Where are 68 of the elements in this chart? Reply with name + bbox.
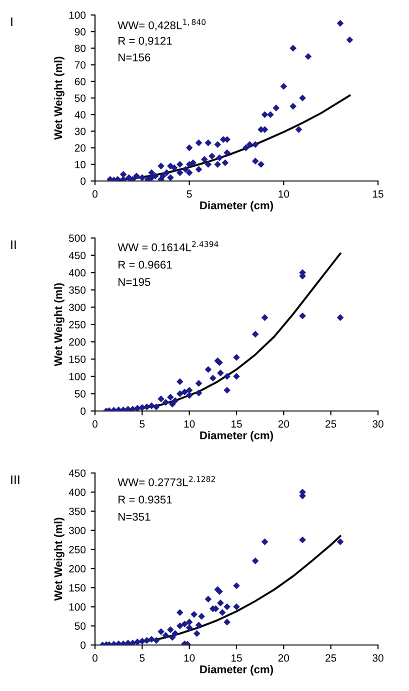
y-tick-label: 400: [68, 488, 86, 496]
y-tick-label: 50: [74, 94, 86, 102]
x-tick-label: 10: [278, 190, 290, 198]
x-tick-label: 10: [184, 420, 195, 428]
y-tick-label: 250: [69, 546, 86, 554]
y-axis-title: Wet Weight (ml): [54, 283, 64, 366]
y-tick-label: 60: [74, 78, 86, 86]
y-tick-label: 450: [68, 252, 86, 260]
annotation: R = 0.9661: [118, 260, 172, 269]
y-tick-label: 450: [68, 470, 86, 477]
y-tick-label: 0: [80, 408, 86, 415]
annotation: WW= 0.2773L$^{2.1282}$: [118, 476, 215, 486]
y-tick-label: 500: [69, 234, 86, 242]
x-tick-label: 20: [278, 420, 290, 428]
x-axis-title: Diameter (cm): [200, 665, 273, 676]
y-tick-label: 400: [68, 269, 86, 276]
annotation: R = 0,9121: [118, 36, 172, 46]
y-tick-label: 300: [68, 526, 86, 534]
annotation: WW= 0,428L$^{1,840}$: [118, 19, 206, 31]
y-tick-label: 350: [68, 286, 86, 294]
y-tick-label: 100: [69, 372, 86, 380]
x-tick-label: 25: [326, 420, 336, 428]
y-tick-label: 200: [69, 338, 86, 346]
chart-title: I: [11, 17, 12, 26]
y-tick-label: 20: [74, 144, 86, 152]
annotation: R = 0.9351: [118, 496, 172, 504]
y-tick-label: 150: [69, 356, 86, 363]
x-tick-label: 15: [232, 420, 242, 428]
y-tick-label: 150: [69, 584, 86, 592]
x-tick-label: 30: [372, 420, 384, 428]
y-tick-label: 350: [68, 508, 86, 516]
x-tick-label: 15: [232, 654, 242, 662]
y-tick-label: 80: [74, 44, 86, 52]
x-tick-label: 0: [92, 190, 98, 198]
y-tick-label: 300: [68, 304, 86, 312]
y-tick-label: 100: [69, 12, 86, 19]
chart-title: II: [11, 240, 16, 250]
y-tick-label: 0: [80, 178, 86, 185]
y-tick-label: 70: [74, 61, 86, 69]
x-tick-label: 30: [372, 654, 384, 662]
x-axis-title: Diameter (cm): [200, 431, 273, 442]
y-tick-label: 10: [75, 160, 86, 168]
y-tick-label: 90: [74, 28, 86, 36]
x-tick-label: 5: [140, 420, 145, 428]
y-tick-label: 200: [69, 565, 86, 572]
y-axis-title: Wet Weight (ml): [54, 518, 64, 601]
annotation: WW = 0.1614L$^{2.4394}$: [118, 241, 218, 252]
y-tick-label: 100: [69, 603, 86, 611]
annotation: N=351: [118, 512, 150, 521]
x-tick-label: 25: [326, 654, 336, 662]
y-tick-label: 40: [74, 111, 86, 118]
annotation: N=195: [118, 278, 150, 286]
x-tick-label: 5: [140, 654, 145, 662]
y-tick-label: 30: [74, 128, 86, 136]
x-tick-label: 0: [92, 654, 98, 662]
y-tick-label: 0: [80, 642, 86, 649]
x-tick-label: 5: [186, 190, 192, 198]
x-tick-label: 15: [373, 190, 384, 198]
x-tick-label: 10: [184, 654, 195, 662]
annotation: N=156: [118, 53, 150, 62]
y-axis-title: Wet Weight (ml): [54, 56, 64, 140]
x-tick-label: 20: [278, 654, 290, 662]
x-tick-label: 0: [92, 420, 98, 428]
y-tick-label: 50: [74, 622, 86, 630]
chart-title: III: [11, 475, 20, 484]
y-tick-label: 250: [69, 321, 86, 328]
x-axis-title: Diameter (cm): [200, 201, 273, 212]
y-tick-label: 50: [74, 390, 86, 398]
